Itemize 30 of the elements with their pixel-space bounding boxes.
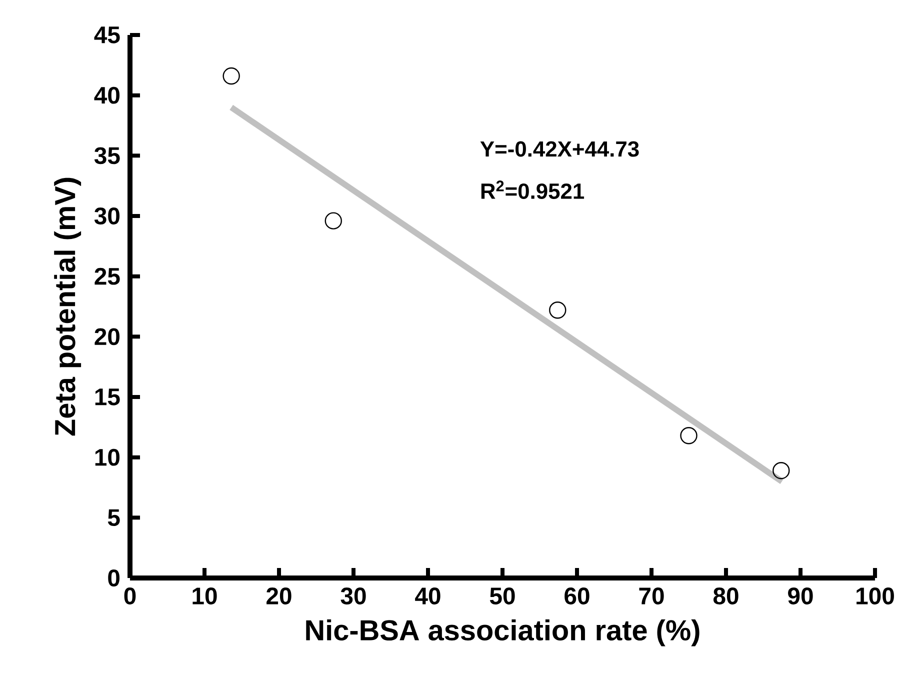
- annotation: Y=-0.42X+44.73: [480, 141, 639, 157]
- y-tick-label: 20: [94, 328, 120, 346]
- y-tick-label: 40: [94, 86, 120, 104]
- x-axis-title: Nic-BSA association rate (%): [306, 619, 700, 646]
- y-axis-title: Zeta potential (mV): [54, 178, 82, 436]
- point: [772, 462, 790, 480]
- point: [324, 212, 342, 230]
- x-tick-label: 0: [124, 588, 136, 604]
- y-tick-label: 0: [108, 570, 120, 586]
- y-tick-label: 45: [94, 26, 120, 44]
- point: [549, 302, 566, 319]
- y-tick-label: 15: [95, 388, 120, 406]
- y-tick-label: 30: [94, 208, 120, 224]
- point: [680, 427, 698, 444]
- annotation: R$^{2}$=0.9521: [481, 180, 584, 199]
- x-tick-label: 60: [564, 588, 590, 604]
- y-tick-label: 35: [94, 147, 120, 164]
- x-tick-label: 30: [340, 588, 366, 604]
- x-tick-label: 10: [192, 588, 217, 604]
- x-tick-label: 50: [490, 588, 515, 604]
- y-tick-label: 25: [94, 268, 120, 285]
- x-tick-label: 70: [639, 588, 664, 604]
- y-tick-label: 10: [95, 448, 120, 466]
- point: [222, 67, 240, 85]
- x-tick-label: 100: [856, 588, 894, 604]
- x-tick-label: 40: [415, 588, 440, 604]
- x-tick-label: 80: [713, 588, 738, 604]
- y-tick-label: 5: [108, 509, 120, 526]
- x-tick-label: 20: [266, 588, 292, 604]
- x-tick-label: 90: [788, 588, 813, 604]
